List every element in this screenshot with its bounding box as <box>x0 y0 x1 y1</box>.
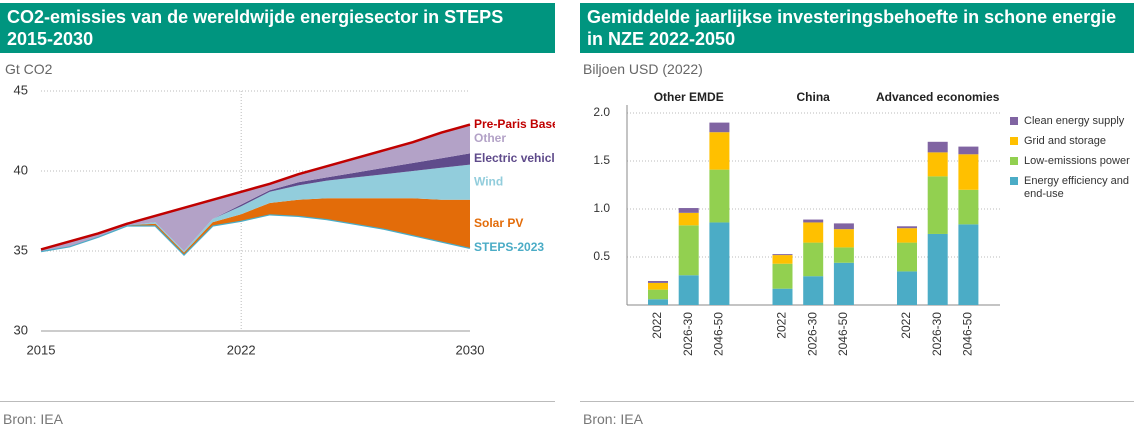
y-tick-label: 40 <box>14 162 28 177</box>
bar-segment <box>772 255 793 264</box>
bar-segment <box>678 212 699 226</box>
bar-segment <box>803 219 824 223</box>
bar-segment <box>709 222 730 305</box>
area <box>41 164 470 253</box>
legend-item: Energy efficiency and end-use <box>1010 175 1134 201</box>
series-label: Electric vehicles <box>474 151 555 165</box>
y-tick-label: 45 <box>14 82 28 97</box>
bar-segment <box>648 281 668 283</box>
bar-segment <box>927 233 948 305</box>
y-tick-label: 1.5 <box>593 153 610 167</box>
bar-segment <box>803 222 824 243</box>
source: Bron: IEA <box>3 411 63 427</box>
bar-segment <box>897 226 917 229</box>
bar-segment <box>803 276 824 305</box>
separator <box>0 401 555 402</box>
bar-segment <box>803 242 824 277</box>
x-tick-label: 2030 <box>456 342 485 357</box>
separator <box>580 401 1134 402</box>
x-tick-label: 2022 <box>775 312 789 339</box>
legend-label: Energy efficiency and end-use <box>1024 175 1129 200</box>
chart-title: Gemiddelde jaarlijkse investeringsbehoef… <box>580 3 1134 53</box>
group-label: Advanced economies <box>876 90 1000 104</box>
series-label: Other <box>474 131 506 145</box>
bar-segment <box>927 141 948 153</box>
legend-swatch <box>1010 177 1018 185</box>
y-axis-label: Gt CO2 <box>5 61 53 77</box>
bar-segment <box>833 223 854 230</box>
legend-label: Grid and storage <box>1024 135 1106 147</box>
bar-segment <box>709 132 730 170</box>
x-tick-label: 2022 <box>650 312 664 339</box>
bar-segment <box>648 282 668 290</box>
x-tick-label: 2046-50 <box>836 312 850 356</box>
bar-segment <box>958 154 979 190</box>
legend-item: Low-emissions power <box>1010 155 1134 168</box>
area <box>41 198 470 255</box>
bar-segment <box>709 122 730 133</box>
y-tick-label: 1.0 <box>593 201 610 215</box>
legend-label: Low-emissions power <box>1024 155 1130 167</box>
x-tick-label: 2046-50 <box>961 312 975 356</box>
line <box>40 123 471 251</box>
legend-item: Grid and storage <box>1010 135 1134 148</box>
legend-swatch <box>1010 117 1018 125</box>
x-tick-label: 2026-30 <box>930 312 944 356</box>
bar-segment <box>772 288 793 305</box>
series-label: Pre-Paris Baseline <box>474 117 555 131</box>
bar-segment <box>648 299 668 305</box>
bar-segment <box>927 176 948 234</box>
x-tick-label: 2026-30 <box>805 312 819 356</box>
series-label: Solar PV <box>474 216 523 230</box>
area <box>41 153 470 251</box>
series-label: Wind <box>474 174 503 188</box>
x-tick-label: 2015 <box>27 342 56 357</box>
bar-segment <box>833 247 854 263</box>
y-tick-label: 0.5 <box>593 249 610 263</box>
bar-segment <box>772 254 793 256</box>
legend-swatch <box>1010 137 1018 145</box>
legend-label: Clean energy supply <box>1024 115 1125 127</box>
bar-segment <box>678 208 699 213</box>
legend-item: Clean energy supply <box>1010 115 1134 128</box>
bar-segment <box>772 263 793 289</box>
x-tick-label: 2022 <box>227 342 256 357</box>
x-tick-label: 2022 <box>899 312 913 339</box>
series-label: STEPS-2023 <box>474 240 544 254</box>
bar-segment <box>897 228 917 243</box>
chart: 30 35 40 45 2015 2022 2030 STEPS-2023 Solar PV Wi… <box>14 82 555 357</box>
bar-segment <box>897 271 917 305</box>
y-tick-label: 35 <box>14 242 28 257</box>
bar-segment <box>958 224 979 305</box>
bar-segment <box>678 225 699 276</box>
chart-title: CO2-emissies van de wereldwijde energies… <box>0 3 555 53</box>
bar-segment <box>678 275 699 305</box>
bar-segment <box>709 169 730 223</box>
y-tick-label: 2.0 <box>593 105 610 119</box>
group-label: Other EMDE <box>654 90 724 104</box>
bar-segment <box>833 262 854 305</box>
source: Bron: IEA <box>583 411 643 427</box>
y-axis-label: Biljoen USD (2022) <box>583 61 703 77</box>
y-tick-label: 30 <box>14 322 28 337</box>
chart: 0.5 1.0 1.5 2.0 Other EMDE China Advanced econ… <box>593 90 1000 356</box>
bar-segment <box>958 189 979 225</box>
bar-segment <box>648 289 668 300</box>
bar-segment <box>897 242 917 272</box>
bar-segment <box>958 146 979 155</box>
x-tick-label: 2046-50 <box>712 312 726 356</box>
group-label: China <box>797 90 831 104</box>
bar-segment <box>927 152 948 177</box>
legend-swatch <box>1010 157 1018 165</box>
legend: Clean energy supply Grid and storage Low-e… <box>1010 115 1134 208</box>
bar-segment <box>833 229 854 248</box>
x-tick-label: 2026-30 <box>681 312 695 356</box>
